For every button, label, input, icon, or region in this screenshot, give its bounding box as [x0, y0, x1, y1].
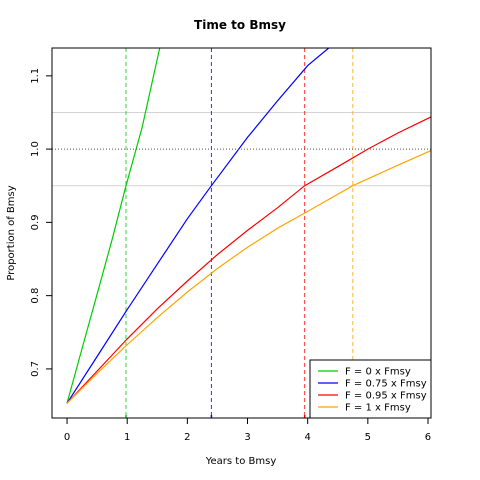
chart-title: Time to Bmsy — [194, 18, 286, 32]
y-tick-label-1: 0.8 — [30, 288, 41, 304]
y-tick-label-0: 0.7 — [30, 361, 41, 377]
x-tick-label-6: 6 — [425, 432, 431, 443]
series-line-0 — [66, 48, 161, 404]
series-group — [52, 48, 431, 418]
x-tick-label-3: 3 — [244, 432, 250, 443]
y-tick-label-3: 1.0 — [30, 141, 41, 157]
series-line-3 — [66, 150, 431, 404]
x-tick-label-5: 5 — [365, 432, 371, 443]
series-line-1 — [66, 48, 330, 404]
legend-label-2: F = 0.95 x Fmsy — [345, 391, 427, 402]
y-tick-label-4: 1.1 — [30, 68, 41, 84]
legend-label-1: F = 0.75 x Fmsy — [345, 379, 427, 390]
x-tick-label-0: 0 — [64, 432, 70, 443]
legend-label-3: F = 1 x Fmsy — [345, 403, 411, 414]
plot-frame — [51, 47, 432, 419]
x-tick-label-1: 1 — [124, 432, 130, 443]
y-axis-label: Proportion of Bmsy — [6, 185, 17, 280]
legend-box — [309, 359, 432, 419]
x-tick-label-2: 2 — [184, 432, 190, 443]
plot-area: 0 1 2 3 4 5 6 0.7 0.8 0.9 1.0 1.1 — [30, 47, 432, 443]
x-tick-label-4: 4 — [304, 432, 310, 443]
y-tick-label-2: 0.9 — [30, 214, 41, 230]
legend-label-0: F = 0 x Fmsy — [345, 367, 411, 378]
x-axis-label: Years to Bmsy — [205, 456, 277, 467]
